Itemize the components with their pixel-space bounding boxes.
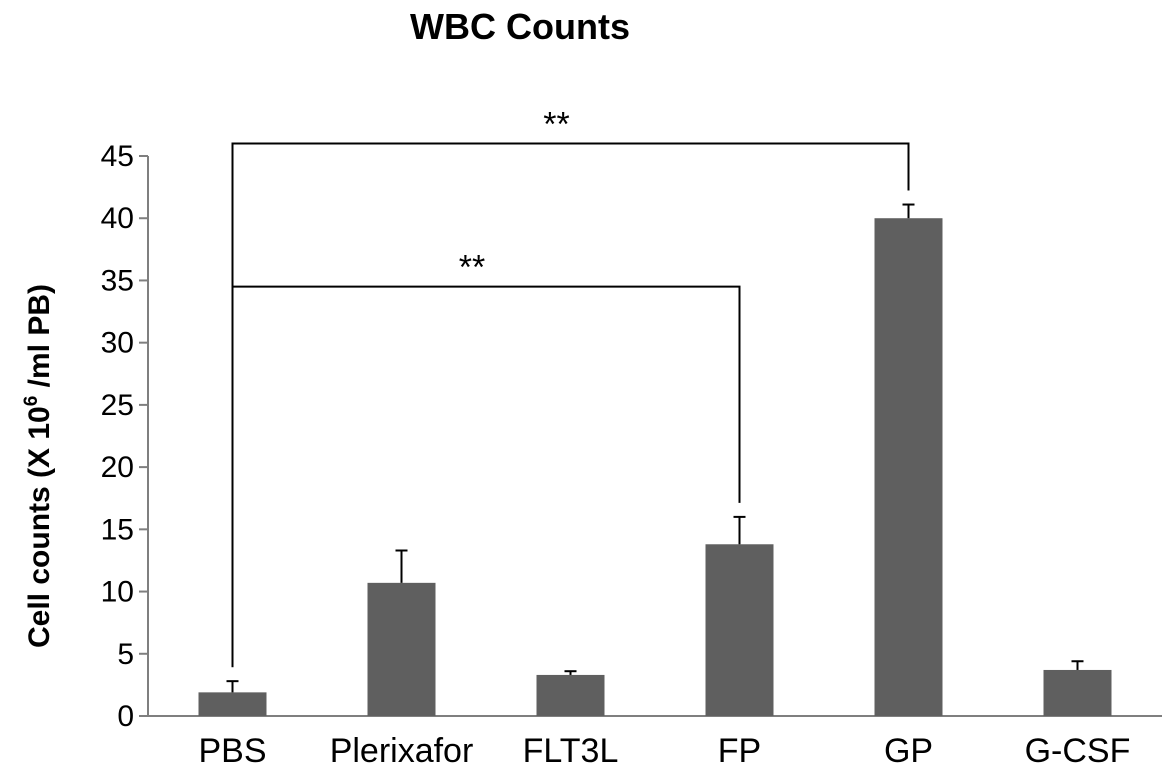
bar (874, 218, 943, 716)
x-category-label: GP (884, 732, 933, 770)
significance-bracket (231, 285, 741, 668)
y-axis-label: Cell counts (X 106 /ml PB) (21, 284, 56, 648)
significance-bracket (231, 142, 910, 668)
significance-label: ** (459, 249, 485, 287)
x-category-label: FLT3L (523, 732, 619, 770)
significance-label: ** (543, 106, 569, 144)
y-tick-label: 5 (117, 638, 134, 671)
y-tick-label: 20 (101, 451, 134, 484)
x-category-label: FP (718, 732, 761, 770)
bar (198, 692, 267, 716)
y-tick-label: 0 (117, 700, 134, 733)
y-axis-label-superscript: 6 (21, 396, 42, 407)
x-category-label: Plerixafor (330, 732, 474, 770)
x-category-label: G-CSF (1025, 732, 1131, 770)
y-tick-label: 10 (101, 576, 134, 609)
y-axis-label-tail: /ml PB) (23, 284, 56, 396)
y-tick-label: 35 (101, 264, 134, 297)
y-tick-label: 45 (101, 140, 134, 173)
bar (1043, 669, 1112, 716)
bar (536, 674, 605, 716)
y-tick-label: 25 (101, 389, 134, 422)
y-tick-label: 30 (101, 327, 134, 360)
chart-title: WBC Counts (410, 6, 630, 47)
bar (367, 582, 436, 716)
bar (705, 544, 774, 716)
plot-area: 0 5 10 15 20 25 30 35 40 45 PBS Plerixafor FLT3L FP GP… (101, 106, 1162, 770)
y-tick-label: 15 (101, 513, 134, 546)
y-tick-label: 40 (101, 202, 134, 235)
y-axis-label-main: Cell counts (X 10 (23, 406, 56, 648)
x-category-label: PBS (198, 732, 266, 770)
